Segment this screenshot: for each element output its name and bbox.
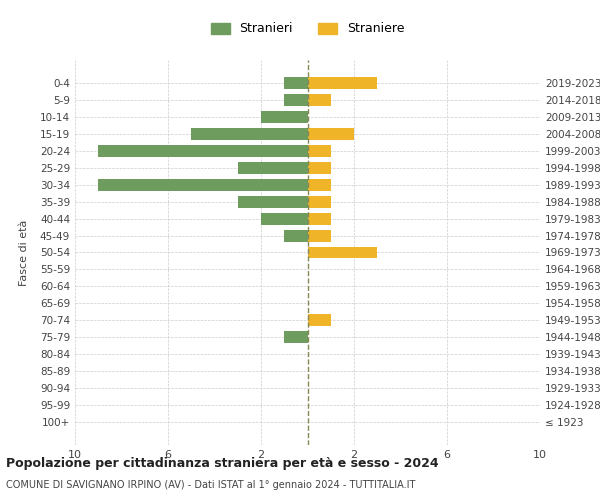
- Bar: [308, 314, 331, 326]
- Y-axis label: Fasce di età: Fasce di età: [19, 220, 29, 286]
- Bar: [284, 94, 308, 106]
- Bar: [261, 213, 308, 224]
- Bar: [308, 213, 331, 224]
- Bar: [308, 145, 331, 157]
- Bar: [238, 196, 308, 207]
- Bar: [238, 162, 308, 174]
- Bar: [308, 246, 377, 258]
- Bar: [308, 230, 331, 241]
- Bar: [308, 94, 331, 106]
- Bar: [261, 112, 308, 123]
- Text: COMUNE DI SAVIGNANO IRPINO (AV) - Dati ISTAT al 1° gennaio 2024 - TUTTITALIA.IT: COMUNE DI SAVIGNANO IRPINO (AV) - Dati I…: [6, 480, 415, 490]
- Bar: [284, 331, 308, 343]
- Bar: [284, 78, 308, 90]
- Bar: [308, 128, 354, 140]
- Bar: [284, 230, 308, 241]
- Bar: [98, 179, 308, 191]
- Bar: [308, 179, 331, 191]
- Bar: [308, 78, 377, 90]
- Legend: Stranieri, Straniere: Stranieri, Straniere: [205, 16, 410, 42]
- Bar: [98, 145, 308, 157]
- Text: Popolazione per cittadinanza straniera per età e sesso - 2024: Popolazione per cittadinanza straniera p…: [6, 458, 439, 470]
- Bar: [308, 196, 331, 207]
- Bar: [191, 128, 308, 140]
- Bar: [308, 162, 331, 174]
